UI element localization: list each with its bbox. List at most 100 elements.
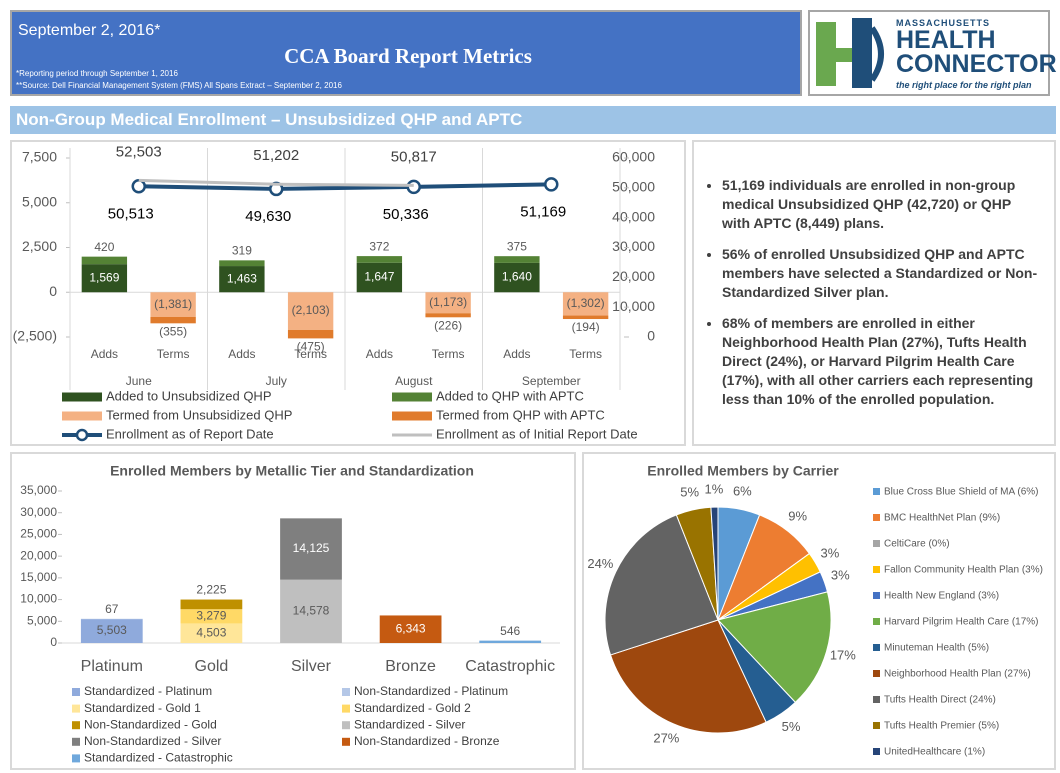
- y-tick-label: 2,500: [22, 238, 57, 254]
- x-sub-label: Adds: [503, 347, 530, 361]
- legend-swatch: [873, 540, 880, 547]
- legend-label: UnitedHealthcare (1%): [884, 747, 985, 758]
- bar: [180, 599, 243, 610]
- value-label: (194): [572, 320, 600, 334]
- legend-label: Health New England (3%): [884, 591, 999, 602]
- bar: [80, 619, 143, 643]
- x-sub-label: Adds: [91, 347, 118, 361]
- line: [138, 182, 552, 191]
- line-marker: [544, 177, 559, 192]
- legend-label: Termed from QHP with APTC: [436, 407, 605, 422]
- chart-title: Enrolled Members by Metallic Tier and St…: [110, 463, 474, 479]
- y-tick-label: 25,000: [20, 527, 57, 541]
- legend-swatch: [392, 392, 432, 402]
- x-tick-label: Catastrophic: [465, 658, 555, 675]
- bar: [379, 615, 442, 643]
- x-group-label: August: [395, 374, 433, 388]
- y-tick-label: 7,500: [22, 149, 57, 165]
- legend-swatch: [873, 670, 880, 677]
- value-label: 14,125: [293, 541, 330, 555]
- logo-line: HEALTH: [896, 26, 996, 54]
- value-label: 1,640: [502, 270, 532, 284]
- x-group-label: June: [126, 374, 152, 388]
- legend-label: Standardized - Gold 1: [84, 701, 201, 715]
- legend-label: Non-Standardized - Silver: [84, 734, 221, 748]
- legend-label: Standardized - Platinum: [84, 684, 212, 698]
- value-label: 1,463: [227, 271, 257, 285]
- x-sub-label: Terms: [157, 347, 190, 361]
- x-tick-label: Silver: [291, 658, 332, 675]
- legend-label: Harvard Pilgrim Health Care (17%): [884, 617, 1039, 628]
- y-tick-label: 20,000: [20, 548, 57, 562]
- legend-swatch: [342, 737, 350, 746]
- legend-label: CeltiCare (0%): [884, 539, 950, 550]
- legend-label: Enrollment as of Initial Report Date: [436, 426, 638, 441]
- value-label: 2,225: [196, 583, 226, 597]
- value-label: 5,503: [97, 623, 127, 637]
- bullet: 68% of members are enrolled in either Ne…: [722, 314, 1040, 409]
- legend-swatch: [873, 618, 880, 625]
- value-label: 1,647: [364, 270, 394, 284]
- pie-label: 3%: [831, 567, 850, 582]
- bar: [562, 292, 609, 316]
- y-tick-label: 0: [50, 635, 57, 649]
- value-label: 372: [369, 239, 389, 253]
- bar: [494, 262, 540, 293]
- legend-label: Neighborhood Health Plan (27%): [884, 669, 1031, 680]
- bar: [280, 579, 342, 643]
- legend-swatch: [342, 721, 350, 730]
- report-title: CCA Board Report Metrics: [284, 44, 532, 68]
- legend-label: Non-Standardized - Platinum: [354, 684, 508, 698]
- legend-swatch: [873, 514, 880, 521]
- pie-label: 24%: [587, 556, 613, 571]
- pie-slice: [710, 506, 719, 621]
- bullet-list: 51,169 individuals are enrolled in non-g…: [702, 176, 1040, 409]
- line-value-label: 52,503: [116, 143, 162, 160]
- value-label: 375: [507, 239, 527, 253]
- panel: [10, 140, 686, 446]
- legend-swatch: [873, 722, 880, 729]
- pie-slice: [609, 619, 767, 734]
- bar: [219, 260, 265, 267]
- logo-line: CONNECTOR: [896, 50, 1057, 78]
- x-group-label: September: [522, 374, 581, 388]
- x-tick-label: Gold: [195, 658, 229, 675]
- bar: [425, 313, 471, 318]
- bar: [562, 315, 609, 320]
- bar: [494, 256, 540, 263]
- bar: [81, 256, 128, 265]
- legend-swatch: [873, 592, 880, 599]
- logo-tagline: the right place for the right plan: [896, 80, 1032, 90]
- logo-icon: [816, 18, 884, 88]
- y-tick-label: 5,000: [27, 613, 57, 627]
- legend-label: Standardized - Silver: [354, 717, 465, 731]
- value-label: 546: [500, 624, 520, 638]
- y-tick-label: 35,000: [20, 483, 57, 497]
- y2-tick-label: 0: [647, 328, 655, 344]
- bar: [219, 266, 265, 293]
- value-label: (2,103): [292, 303, 330, 317]
- value-label: (226): [434, 318, 462, 332]
- x-sub-label: Terms: [569, 347, 602, 361]
- value-label: (355): [159, 324, 187, 338]
- legend-swatch: [342, 688, 350, 696]
- legend-label: Tufts Health Premier (5%): [884, 721, 999, 732]
- value-label: 14,578: [293, 604, 330, 618]
- bar: [287, 292, 334, 330]
- x-sub-label: Adds: [228, 347, 255, 361]
- legend-swatch: [72, 721, 80, 730]
- y-tick-label: (2,500): [13, 328, 57, 344]
- bullet: 51,169 individuals are enrolled in non-g…: [722, 176, 1040, 233]
- legend-swatch: [873, 644, 880, 651]
- bar: [81, 264, 128, 293]
- x-tick-label: Bronze: [385, 658, 436, 675]
- line-value-label: 50,513: [108, 205, 154, 222]
- bullet: 56% of enrolled Unsubsidized QHP and APT…: [722, 245, 1040, 302]
- legend-label: BMC HealthNet Plan (9%): [884, 513, 1000, 524]
- legend-swatch: [873, 696, 880, 703]
- legend-label: Blue Cross Blue Shield of MA (6%): [884, 487, 1039, 498]
- logo: MASSACHUSETTS HEALTH CONNECTOR the right…: [808, 10, 1057, 96]
- bar: [280, 518, 342, 580]
- note: **Source: Dell Financial Management Syst…: [16, 81, 342, 90]
